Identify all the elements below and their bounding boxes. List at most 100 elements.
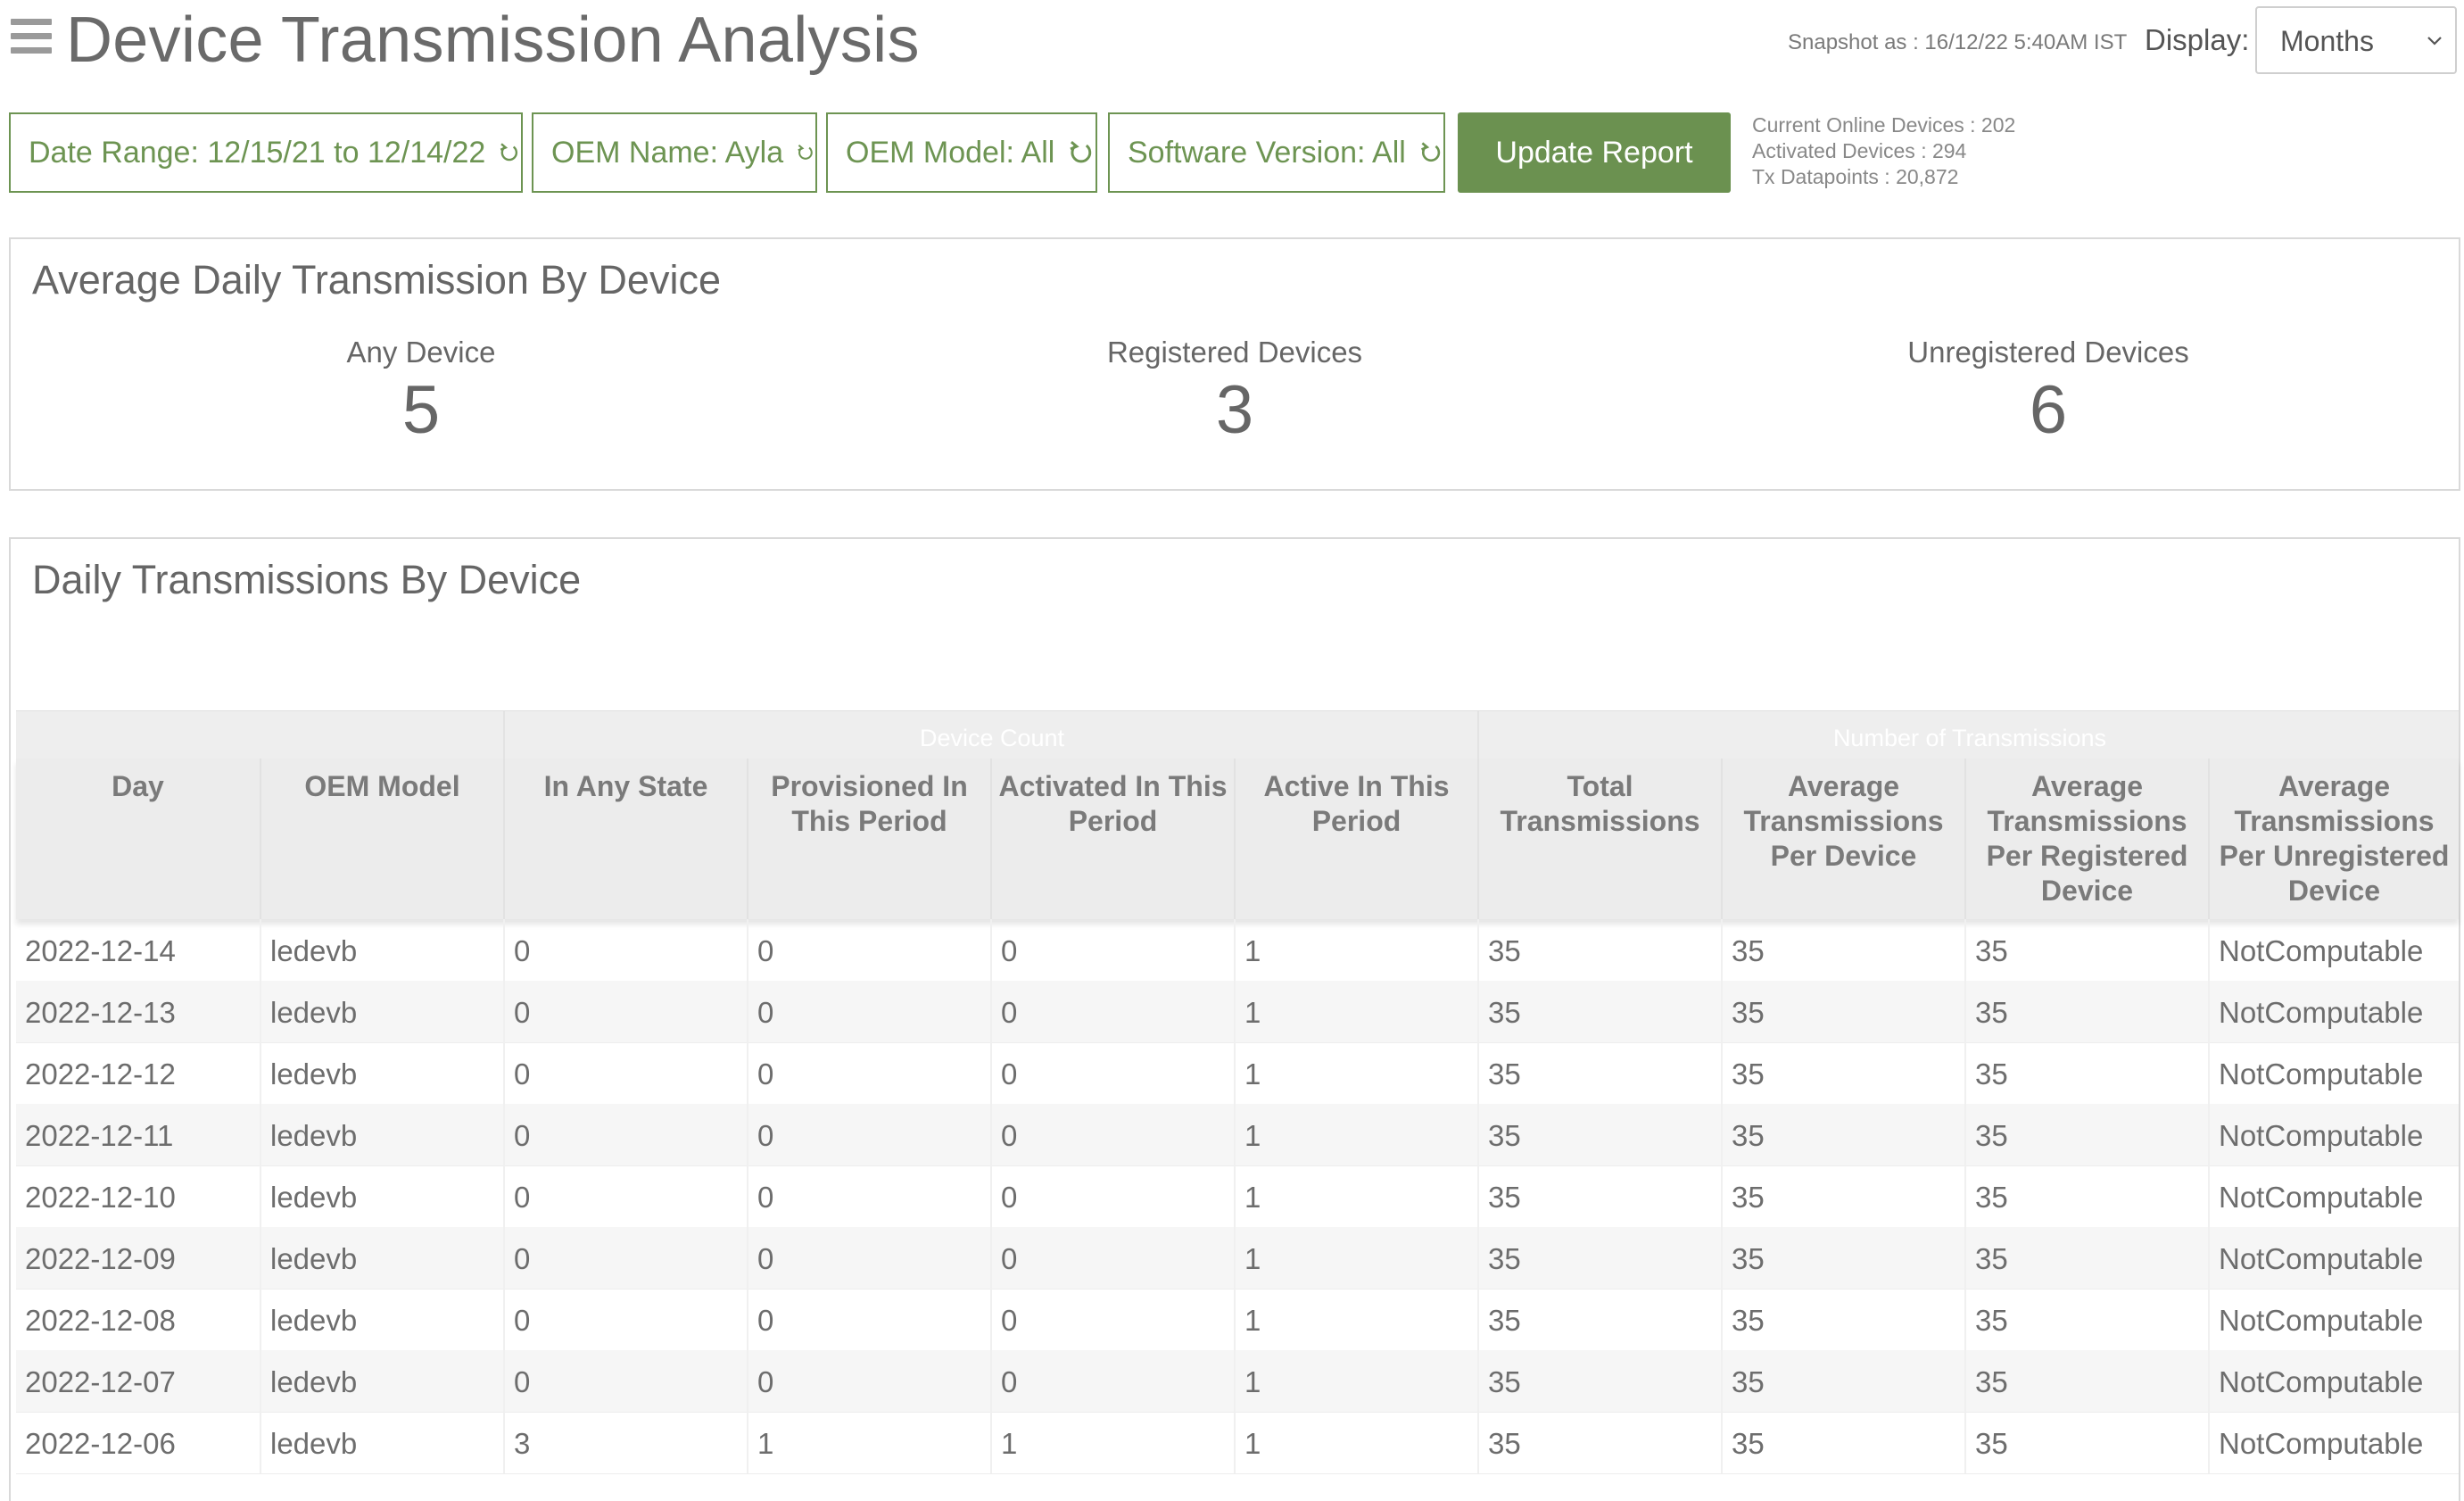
table-cell: 35 <box>1721 981 1964 1042</box>
device-stats: Current Online Devices : 202 Activated D… <box>1752 112 2015 190</box>
table-cell: 35 <box>1721 1165 1964 1227</box>
table-cell: 2022-12-12 <box>25 1057 176 1091</box>
reset-icon[interactable] <box>796 138 815 167</box>
table-cell: NotComputable <box>2208 1289 2459 1350</box>
oem-name-filter[interactable]: OEM Name: Ayla <box>532 112 817 193</box>
date-range-filter[interactable]: Date Range: 12/15/21 to 12/14/22 <box>9 112 523 193</box>
table-cell: NotComputable <box>2208 1042 2459 1104</box>
table-cell: ledevb <box>260 1227 503 1289</box>
table-cell: 0 <box>503 1227 747 1289</box>
table-cell: ledevb <box>260 1412 503 1473</box>
table-cell: 35 <box>1721 919 1964 981</box>
table-cell: 2022-12-08 <box>25 1304 176 1337</box>
table-row: 2022-12-14 ledevb 0 0 0 1 35 35 35 NotComputable <box>16 919 2459 982</box>
table-cell: 35 <box>1477 1165 1721 1227</box>
table-cell: 0 <box>503 1104 747 1165</box>
table-row: 2022-12-11 ledevb 0 0 0 1 35 35 35 NotComputable <box>16 1104 2459 1166</box>
column-header[interactable]: Average Transmissions Per Registered Dev… <box>1964 759 2208 919</box>
table-cell: 0 <box>990 981 1234 1042</box>
column-header[interactable]: Activated In This Period <box>990 759 1234 919</box>
page-title: Device Transmission Analysis <box>66 4 920 76</box>
column-header[interactable]: Average Transmissions Per Device <box>1721 759 1964 919</box>
table-cell: 35 <box>1721 1104 1964 1165</box>
table-cell: 0 <box>990 919 1234 981</box>
metric-any-device: Any Device 5 <box>198 336 644 449</box>
table-cell: NotComputable <box>2208 1350 2459 1412</box>
table-cell: NotComputable <box>2208 919 2459 981</box>
table-cell: 35 <box>1477 1350 1721 1412</box>
table-cell: 35 <box>1964 1350 2208 1412</box>
table-row: 2022-12-12 ledevb 0 0 0 1 35 35 35 NotComputable <box>16 1042 2459 1105</box>
table-cell: 1 <box>1234 919 1477 981</box>
oem-model-filter[interactable]: OEM Model: All <box>826 112 1097 193</box>
date-range-label: Date Range: 12/15/21 to 12/14/22 <box>29 135 486 170</box>
table-cell: NotComputable <box>2208 1104 2459 1165</box>
table-cell: 0 <box>747 1165 990 1227</box>
software-version-label: Software Version: All <box>1128 135 1406 170</box>
table-cell: 0 <box>990 1165 1234 1227</box>
oem-model-label: OEM Model: All <box>846 135 1055 170</box>
table-cell: 35 <box>1477 1104 1721 1165</box>
column-header[interactable]: OEM Model <box>260 759 503 919</box>
table-cell: 2022-12-11 <box>25 1119 174 1152</box>
column-header[interactable]: Provisioned In This Period <box>747 759 990 919</box>
table-cell: 2022-12-14 <box>25 934 176 967</box>
metric-registered-devices: Registered Devices 3 <box>1012 336 1458 449</box>
oem-name-label: OEM Name: Ayla <box>551 135 784 170</box>
hamburger-menu-icon[interactable] <box>11 19 52 54</box>
table-cell: 3 <box>503 1412 747 1473</box>
table-cell: 0 <box>990 1104 1234 1165</box>
table-cell: 0 <box>747 1350 990 1412</box>
table-cell: 35 <box>1721 1042 1964 1104</box>
metric-label: Registered Devices <box>1106 336 1363 369</box>
daily-card-title: Daily Transmissions By Device <box>32 557 582 602</box>
average-transmission-card: Average Daily Transmission By Device Any… <box>9 237 2460 491</box>
group-number-of-transmissions: Number of Transmissions <box>1477 711 2460 759</box>
column-header[interactable]: In Any State <box>503 759 747 919</box>
table-cell: 35 <box>1477 919 1721 981</box>
table-cell: 0 <box>503 981 747 1042</box>
table-row: 2022-12-07 ledevb 0 0 0 1 35 35 35 NotComputable <box>16 1350 2459 1413</box>
table-cell: 35 <box>1964 1042 2208 1104</box>
table-cell: 0 <box>990 1289 1234 1350</box>
online-devices-stat: Current Online Devices : 202 <box>1752 113 2016 137</box>
table-cell: 1 <box>1234 981 1477 1042</box>
table-cell: 0 <box>990 1227 1234 1289</box>
table-cell: NotComputable <box>2208 981 2459 1042</box>
table-cell: 35 <box>1721 1412 1964 1473</box>
table-cell: ledevb <box>260 1104 503 1165</box>
table-cell: 2022-12-06 <box>25 1427 176 1460</box>
table-cell: 35 <box>1964 1412 2208 1473</box>
table-cell: 0 <box>990 1042 1234 1104</box>
chevron-down-icon <box>2427 37 2442 46</box>
table-row: 2022-12-09 ledevb 0 0 0 1 35 35 35 NotComputable <box>16 1227 2459 1290</box>
metric-value: 6 <box>2029 372 2068 448</box>
column-header[interactable]: Total Transmissions <box>1477 759 1721 919</box>
column-header[interactable]: Active In This Period <box>1234 759 1477 919</box>
table-cell: NotComputable <box>2208 1412 2459 1473</box>
reset-icon[interactable] <box>498 138 521 167</box>
display-select[interactable]: Months <box>2255 6 2457 74</box>
table-cell: 35 <box>1964 1104 2208 1165</box>
table-row: 2022-12-08 ledevb 0 0 0 1 35 35 35 NotComputable <box>16 1289 2459 1351</box>
update-report-button[interactable]: Update Report <box>1458 112 1731 193</box>
table-cell: 1 <box>990 1412 1234 1473</box>
table-cell: 35 <box>1964 981 2208 1042</box>
table-cell: 35 <box>1721 1227 1964 1289</box>
column-header[interactable]: Average Transmissions Per Unregistered D… <box>2208 759 2459 919</box>
reset-icon[interactable] <box>1067 138 1096 167</box>
table-cell: 0 <box>747 1227 990 1289</box>
table-cell: ledevb <box>260 1289 503 1350</box>
column-header[interactable]: Day <box>112 770 164 802</box>
table-cell: 35 <box>1721 1289 1964 1350</box>
table-cell: 0 <box>747 981 990 1042</box>
reset-icon[interactable] <box>1418 138 1443 167</box>
table-cell: 35 <box>1964 1289 2208 1350</box>
table-cell: 2022-12-07 <box>25 1365 176 1398</box>
software-version-filter[interactable]: Software Version: All <box>1108 112 1445 193</box>
table-cell: 1 <box>1234 1412 1477 1473</box>
snapshot-timestamp: Snapshot as : 16/12/22 5:40AM IST <box>1788 30 2128 54</box>
table-cell: 2022-12-09 <box>25 1242 176 1275</box>
table-cell: 2022-12-10 <box>25 1181 176 1214</box>
table-cell: 0 <box>503 1042 747 1104</box>
